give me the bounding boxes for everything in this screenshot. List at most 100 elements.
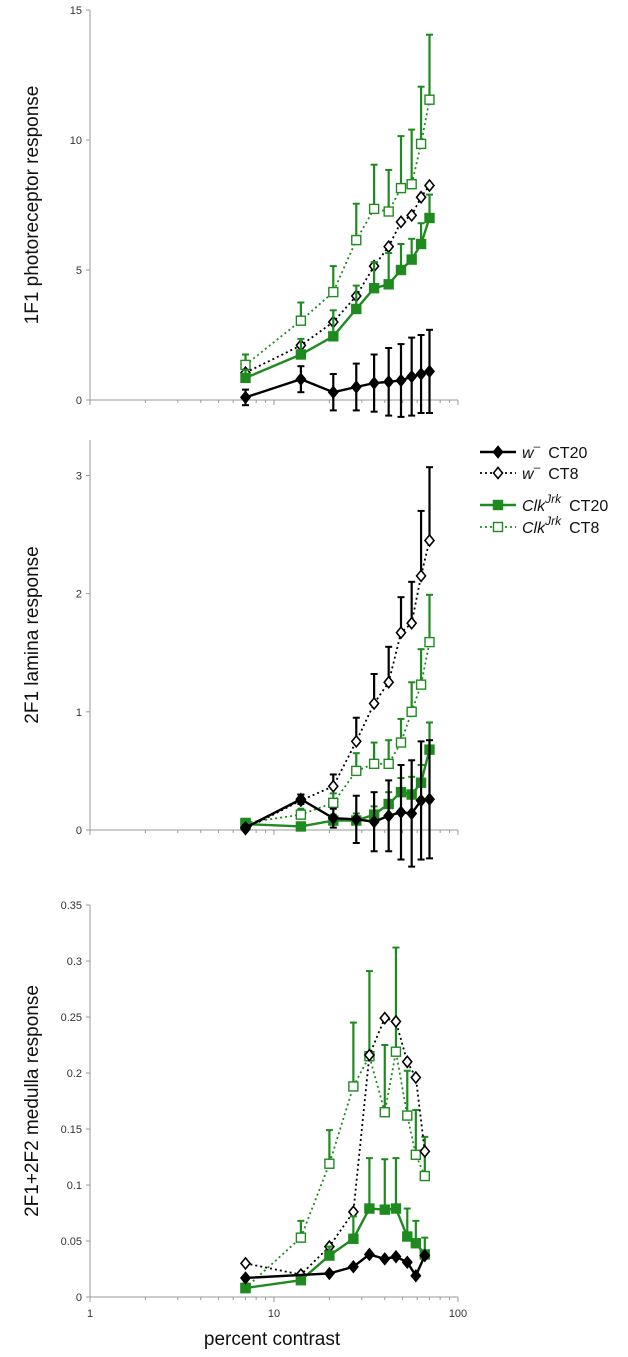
data-point — [395, 373, 407, 388]
series-w-ct20 — [239, 1247, 431, 1285]
data-point — [419, 1144, 431, 1159]
data-point — [415, 793, 427, 808]
data-point — [395, 264, 407, 276]
series-w-ct20 — [239, 739, 436, 868]
data-point — [423, 792, 436, 807]
series-w-ct20 — [239, 328, 436, 418]
data-point — [328, 286, 339, 298]
series-line — [244, 99, 431, 366]
data-point — [402, 1231, 413, 1242]
data-point — [327, 811, 339, 825]
y-axis-label: 2F1 lamina response — [22, 546, 43, 723]
y-tick-label: 0.35 — [61, 900, 82, 912]
y-tick-label: 10 — [70, 135, 82, 147]
data-point — [410, 1070, 422, 1085]
data-point — [383, 206, 394, 217]
legend-label: ClkJrk CT20 — [522, 492, 608, 515]
data-point — [423, 533, 436, 548]
data-point — [406, 806, 418, 821]
data-point — [363, 1247, 375, 1262]
data-point — [295, 821, 307, 832]
data-point — [419, 1248, 431, 1263]
data-point — [350, 380, 362, 394]
legend-label: w– CT20 — [522, 439, 587, 462]
data-point — [295, 792, 307, 807]
series-line — [244, 797, 430, 829]
data-point — [492, 521, 504, 533]
x-tick-label: 1 — [87, 1308, 93, 1320]
x-tick-label: 10 — [268, 1308, 280, 1320]
data-point — [383, 809, 395, 823]
panel-1: 0 5 10 15 1F1 photoreceptor response — [22, 5, 459, 418]
data-point — [390, 1203, 402, 1214]
data-point — [424, 94, 435, 105]
y-tick-label: 0 — [76, 395, 82, 407]
data-point — [423, 364, 436, 379]
data-point — [351, 303, 362, 315]
x-axis-label: percent contrast — [204, 1329, 341, 1350]
panel-3: 0 0.05 0.1 0.15 0.2 0.25 0.3 0.35 2F1+2F2 medull… — [22, 900, 467, 1320]
data-point — [424, 636, 435, 648]
legend-item-clk-ct20: ClkJrk CT20 — [480, 492, 608, 515]
y-tick-label: 0.2 — [67, 1068, 82, 1080]
data-point — [379, 1204, 390, 1215]
data-point — [368, 376, 380, 390]
y-tick-label: 1 — [76, 707, 82, 719]
series-line — [245, 184, 431, 374]
data-point — [415, 238, 427, 250]
legend-item-w-ct20: w– CT20 — [480, 439, 587, 462]
y-tick-label: 2 — [76, 589, 82, 601]
data-point — [327, 385, 339, 399]
data-point — [383, 375, 395, 389]
data-point — [350, 812, 362, 827]
data-point — [295, 1232, 307, 1243]
series-line — [245, 1017, 426, 1276]
data-point — [424, 212, 435, 224]
y-tick-label: 0.1 — [67, 1180, 82, 1192]
data-point — [415, 138, 427, 150]
data-point — [415, 679, 427, 690]
series-line — [245, 540, 431, 830]
series-line — [245, 217, 431, 380]
data-point — [383, 675, 395, 690]
legend-item-w-ct8: w– CT8 — [480, 460, 579, 483]
y-axis-label: 2F1+2F2 medulla response — [22, 985, 43, 1217]
data-point — [368, 696, 380, 711]
data-point — [406, 208, 418, 223]
data-point — [347, 1259, 359, 1274]
data-point — [368, 814, 380, 829]
data-point — [363, 1048, 375, 1062]
data-point — [348, 1233, 359, 1244]
data-point — [406, 178, 417, 190]
data-point — [419, 1170, 430, 1182]
data-point — [295, 809, 307, 820]
data-point — [328, 797, 339, 809]
data-point — [324, 1250, 335, 1261]
data-point — [295, 1274, 307, 1286]
data-point — [406, 254, 417, 265]
data-point — [410, 1238, 422, 1249]
data-point — [402, 1110, 413, 1121]
data-point — [379, 1252, 391, 1266]
series-clkjrk-ct8 — [240, 33, 435, 371]
data-point — [492, 499, 504, 511]
data-point — [390, 1249, 402, 1264]
y-tick-label: 0.3 — [67, 956, 82, 968]
panel-2: 0 1 2 3 2F1 lamina response — [22, 440, 459, 868]
y-tick-label: 0.25 — [61, 1012, 82, 1024]
series-line — [245, 641, 431, 824]
data-point — [395, 215, 407, 229]
data-point — [406, 369, 418, 384]
data-point — [395, 737, 407, 748]
data-point — [406, 616, 418, 630]
legend-label: w– CT8 — [522, 460, 579, 483]
data-point — [423, 178, 436, 193]
data-point — [350, 734, 362, 749]
data-point — [295, 349, 307, 360]
y-tick-label: 0 — [76, 1292, 82, 1304]
y-axis-label: 1F1 photoreceptor response — [22, 86, 43, 325]
data-point — [368, 758, 380, 770]
